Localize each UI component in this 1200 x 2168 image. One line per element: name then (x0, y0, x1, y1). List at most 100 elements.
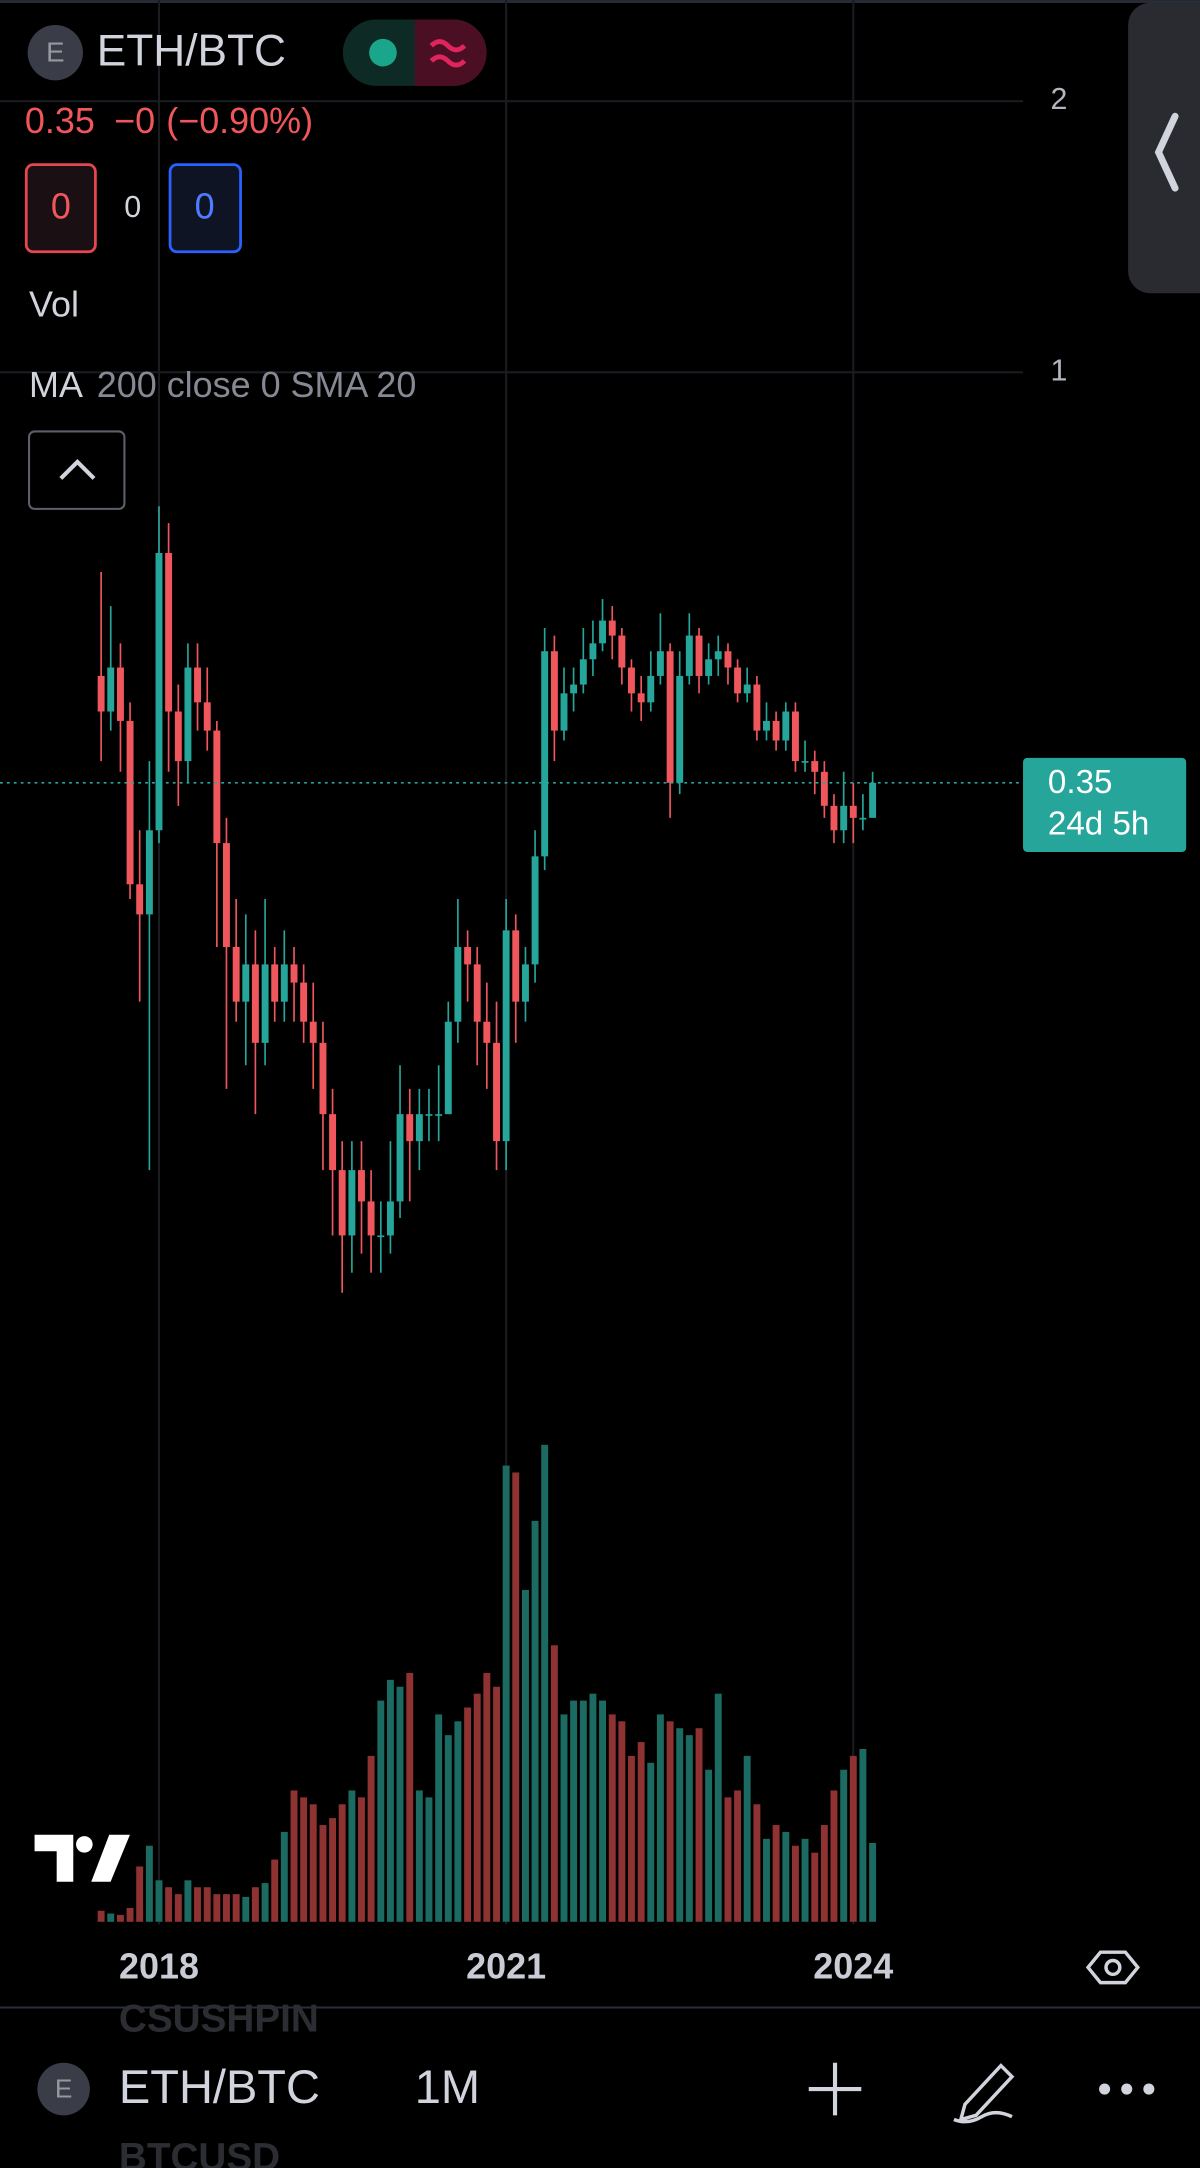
more-icon[interactable] (1099, 2083, 1155, 2095)
add-icon[interactable] (808, 2062, 862, 2116)
volume-bar (280, 1831, 288, 1922)
ma-name: MA (29, 364, 83, 405)
candle-body (309, 1021, 317, 1043)
volume-bar (512, 1472, 520, 1922)
volume-bar (676, 1728, 684, 1922)
candle-body (97, 675, 105, 712)
candle-body (522, 964, 529, 1002)
logo-v (91, 1834, 130, 1882)
more-dot (1143, 2083, 1155, 2095)
toggle-wave (429, 39, 467, 68)
volume-bar (386, 1679, 394, 1922)
candle-body (724, 651, 732, 668)
candle-body (570, 684, 578, 694)
volume-bar (126, 1907, 134, 1922)
x-tick-label: 2024 (813, 1945, 893, 1986)
candle-body (338, 1170, 346, 1236)
candle-body (329, 1114, 337, 1171)
volume-bar (830, 1790, 838, 1922)
volume-bar (377, 1700, 385, 1922)
candle-body (396, 1114, 404, 1202)
collapse-button[interactable] (27, 430, 126, 510)
draw-icon[interactable] (953, 2063, 1015, 2124)
candle-body (512, 930, 520, 1002)
volume-bar (251, 1887, 259, 1922)
volume-bar (724, 1797, 732, 1922)
volume-bar (628, 1755, 635, 1922)
volume-bar (840, 1769, 848, 1922)
candle-body (550, 651, 558, 731)
volume-bar (647, 1762, 655, 1922)
candle-body (425, 1114, 433, 1116)
candle-body (560, 693, 568, 731)
toggle[interactable] (342, 19, 487, 86)
candle-body (666, 651, 674, 783)
candle-body (406, 1114, 414, 1142)
volume-bar (705, 1769, 713, 1922)
candle-body (165, 552, 173, 712)
volume-bar (483, 1672, 491, 1922)
candle-body (280, 964, 288, 1002)
top-border (0, 0, 1200, 3)
candle-body (859, 817, 867, 820)
volume-bar (849, 1755, 857, 1922)
volume-bar (348, 1790, 356, 1922)
interval[interactable]: 1M (415, 2060, 480, 2113)
candle-body (676, 675, 684, 783)
candle-body (502, 930, 510, 1142)
buy-button[interactable] (168, 163, 242, 254)
symbol[interactable]: ETH/BTC (97, 27, 286, 76)
volume-bar (560, 1714, 568, 1922)
candle-body (222, 843, 230, 948)
candle-body (811, 761, 819, 772)
candle-body (743, 684, 751, 694)
logo-dot (76, 1836, 93, 1853)
volume-bar (714, 1693, 722, 1922)
candle-body (705, 659, 713, 676)
candle-body (830, 805, 838, 831)
volume-bar (782, 1831, 790, 1922)
volume-bar (319, 1825, 327, 1922)
volume-bar (599, 1700, 606, 1922)
volume-bar (801, 1838, 809, 1922)
volume-bar (473, 1693, 481, 1922)
candle-body (174, 711, 182, 762)
x-tick-label: 2021 (466, 1945, 546, 1986)
bottom-symbol[interactable]: ETH/BTC (119, 2060, 320, 2113)
volume-bar (772, 1825, 780, 1922)
countdown-label: 24d 5h (1048, 805, 1149, 842)
candle-body (290, 964, 298, 983)
candle-body (251, 964, 259, 1043)
volume-bar (290, 1790, 298, 1922)
candle-body (541, 651, 549, 857)
candle-body (801, 761, 809, 763)
last-price-badge (1023, 757, 1187, 852)
candle-body (145, 830, 153, 915)
candle-body (763, 720, 770, 731)
volume-bar (358, 1797, 365, 1922)
settings-icon-center (1104, 1958, 1122, 1977)
ma-params: 200 close 0 SMA 20 (97, 364, 417, 405)
bottom-symbol-icon[interactable] (37, 2062, 90, 2116)
settings-icon[interactable] (1085, 1950, 1141, 1985)
candle-body (531, 856, 539, 965)
volume-bar (329, 1818, 337, 1922)
candle-body (415, 1114, 423, 1142)
volume-bar (608, 1714, 616, 1922)
volume-bar (444, 1735, 452, 1922)
sell-button[interactable] (24, 163, 97, 254)
candle-body (348, 1170, 356, 1236)
candle-body (493, 1042, 500, 1142)
candle-body (367, 1201, 375, 1236)
candle-body (483, 1021, 491, 1043)
toggle-dot (369, 38, 397, 67)
symbol-icon[interactable] (27, 25, 83, 81)
candle-body (618, 635, 626, 668)
candle-body (840, 805, 848, 831)
candle-body (242, 964, 250, 1002)
volume-bar (107, 1913, 115, 1922)
volume-indicator[interactable]: Vol (29, 284, 79, 325)
volume-bar (531, 1520, 539, 1922)
volume-bar (753, 1804, 761, 1922)
ma-indicator[interactable]: MA 200 close 0 SMA 20 (29, 364, 416, 405)
